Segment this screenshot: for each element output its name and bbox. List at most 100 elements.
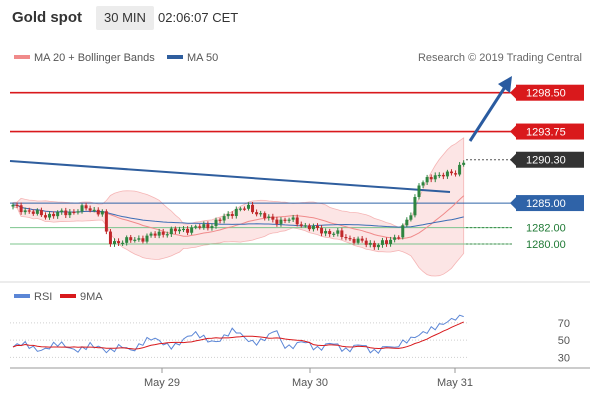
candle-body bbox=[214, 219, 218, 227]
candle-body bbox=[100, 211, 104, 215]
level-tag-pointer-last-price bbox=[510, 153, 516, 166]
candle bbox=[441, 172, 445, 180]
candle bbox=[425, 174, 429, 185]
forecast-arrow bbox=[468, 76, 512, 142]
candle-body bbox=[226, 213, 230, 217]
candle bbox=[186, 226, 190, 236]
ma50-legend-swatch bbox=[167, 55, 183, 59]
candle-body bbox=[137, 238, 141, 240]
candle-body bbox=[303, 225, 307, 227]
candle bbox=[27, 207, 31, 214]
candle-body bbox=[19, 205, 23, 213]
candle-body bbox=[27, 210, 31, 212]
candle bbox=[291, 214, 295, 222]
rsi-tick-label: 30 bbox=[558, 352, 570, 364]
candle bbox=[88, 205, 92, 213]
candle-body bbox=[397, 237, 401, 239]
candle bbox=[15, 202, 19, 209]
candle bbox=[125, 235, 129, 246]
candle-body bbox=[35, 210, 39, 214]
candle bbox=[316, 223, 319, 231]
candle-body bbox=[364, 240, 368, 245]
candle-body bbox=[307, 225, 311, 230]
candle-body bbox=[352, 238, 356, 243]
candle-body bbox=[401, 225, 405, 238]
level-tag-resistance-1 bbox=[516, 123, 584, 140]
candle bbox=[356, 236, 360, 245]
candle-body bbox=[336, 230, 340, 234]
rsi-ma-legend-label: 9MA bbox=[80, 291, 103, 303]
candle bbox=[372, 240, 376, 250]
candle bbox=[210, 223, 214, 231]
candle bbox=[242, 206, 246, 211]
descending-trendline bbox=[9, 160, 451, 193]
candle bbox=[413, 194, 417, 218]
candle bbox=[129, 234, 133, 243]
candle-body bbox=[295, 217, 299, 225]
candle-body bbox=[409, 215, 413, 220]
candle bbox=[39, 207, 43, 217]
instrument-title: Gold spot bbox=[12, 9, 82, 26]
candle-body bbox=[271, 216, 275, 220]
level-labels: 1298.50 1293.75 1290.30 1285.00 1282.00 1280.… bbox=[510, 84, 584, 251]
candle bbox=[299, 221, 303, 228]
candle bbox=[52, 211, 56, 219]
candle bbox=[194, 224, 198, 230]
candle bbox=[149, 231, 153, 238]
candle bbox=[177, 226, 181, 234]
candle bbox=[108, 229, 112, 247]
candle-body bbox=[437, 174, 441, 177]
candle-body bbox=[202, 224, 206, 228]
candle-body bbox=[348, 238, 352, 240]
level-label-support-1: 1282.00 bbox=[526, 223, 566, 235]
candle bbox=[263, 211, 267, 221]
candle-body bbox=[291, 217, 295, 220]
candle-body bbox=[39, 210, 43, 216]
candle-body bbox=[368, 242, 372, 245]
candle bbox=[445, 169, 449, 179]
candle-body bbox=[283, 219, 287, 221]
candle bbox=[340, 227, 344, 240]
candle bbox=[364, 237, 368, 248]
candle bbox=[271, 213, 275, 223]
candle bbox=[344, 234, 348, 241]
candle bbox=[11, 203, 15, 210]
candle bbox=[157, 228, 161, 239]
candle-body bbox=[255, 212, 259, 215]
candle bbox=[218, 217, 222, 224]
candle-body bbox=[222, 216, 226, 221]
candle-body bbox=[433, 175, 437, 180]
candle-body bbox=[344, 236, 348, 239]
candle-body bbox=[299, 224, 303, 226]
candle-body bbox=[182, 228, 186, 231]
candle bbox=[173, 226, 177, 234]
candle-body bbox=[31, 211, 35, 214]
candle-body bbox=[311, 225, 315, 230]
candle bbox=[202, 221, 206, 230]
candle-body bbox=[48, 213, 52, 218]
candle bbox=[121, 240, 125, 246]
candle-body bbox=[108, 231, 112, 245]
candle-body bbox=[376, 244, 380, 248]
ma20-legend-swatch bbox=[14, 55, 30, 59]
level-label-resistance-1: 1293.75 bbox=[526, 127, 566, 139]
candle bbox=[458, 162, 462, 177]
candle bbox=[60, 208, 64, 215]
candle-body bbox=[133, 239, 137, 241]
candle bbox=[303, 222, 307, 228]
candle bbox=[133, 237, 137, 243]
rsi-tick-label: 50 bbox=[558, 335, 570, 347]
candle-body bbox=[52, 213, 56, 217]
candle bbox=[348, 235, 352, 242]
candle-body bbox=[238, 208, 242, 210]
candle bbox=[368, 240, 372, 248]
candle-body bbox=[263, 213, 267, 218]
candle-body bbox=[425, 177, 429, 183]
candle-body bbox=[149, 233, 153, 236]
candle bbox=[92, 206, 96, 213]
forecast-arrow-shaft bbox=[468, 86, 507, 142]
candle-body bbox=[198, 226, 202, 228]
interval-selector[interactable]: 30 MIN bbox=[96, 6, 154, 30]
candle-body bbox=[104, 211, 108, 232]
candle-body bbox=[462, 162, 466, 165]
